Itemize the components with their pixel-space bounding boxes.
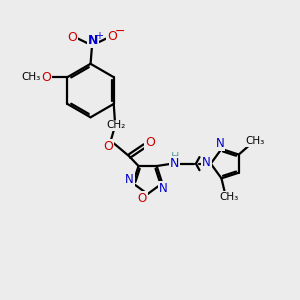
Text: −: − (114, 25, 125, 38)
Text: O: O (107, 30, 117, 43)
Text: O: O (67, 31, 77, 44)
Text: H: H (171, 152, 179, 162)
Text: +: + (94, 31, 103, 41)
Text: O: O (138, 192, 147, 205)
Text: O: O (145, 136, 155, 149)
Text: N: N (87, 34, 98, 47)
Text: N: N (170, 157, 179, 170)
Text: N: N (125, 173, 134, 186)
Text: CH₂: CH₂ (107, 120, 126, 130)
Text: N: N (159, 182, 168, 195)
Text: O: O (103, 140, 113, 153)
Text: CH₃: CH₃ (245, 136, 264, 146)
Text: CH₃: CH₃ (22, 72, 41, 82)
Text: N: N (216, 137, 224, 150)
Text: O: O (41, 71, 51, 84)
Text: N: N (202, 156, 211, 169)
Text: CH₃: CH₃ (219, 192, 238, 202)
